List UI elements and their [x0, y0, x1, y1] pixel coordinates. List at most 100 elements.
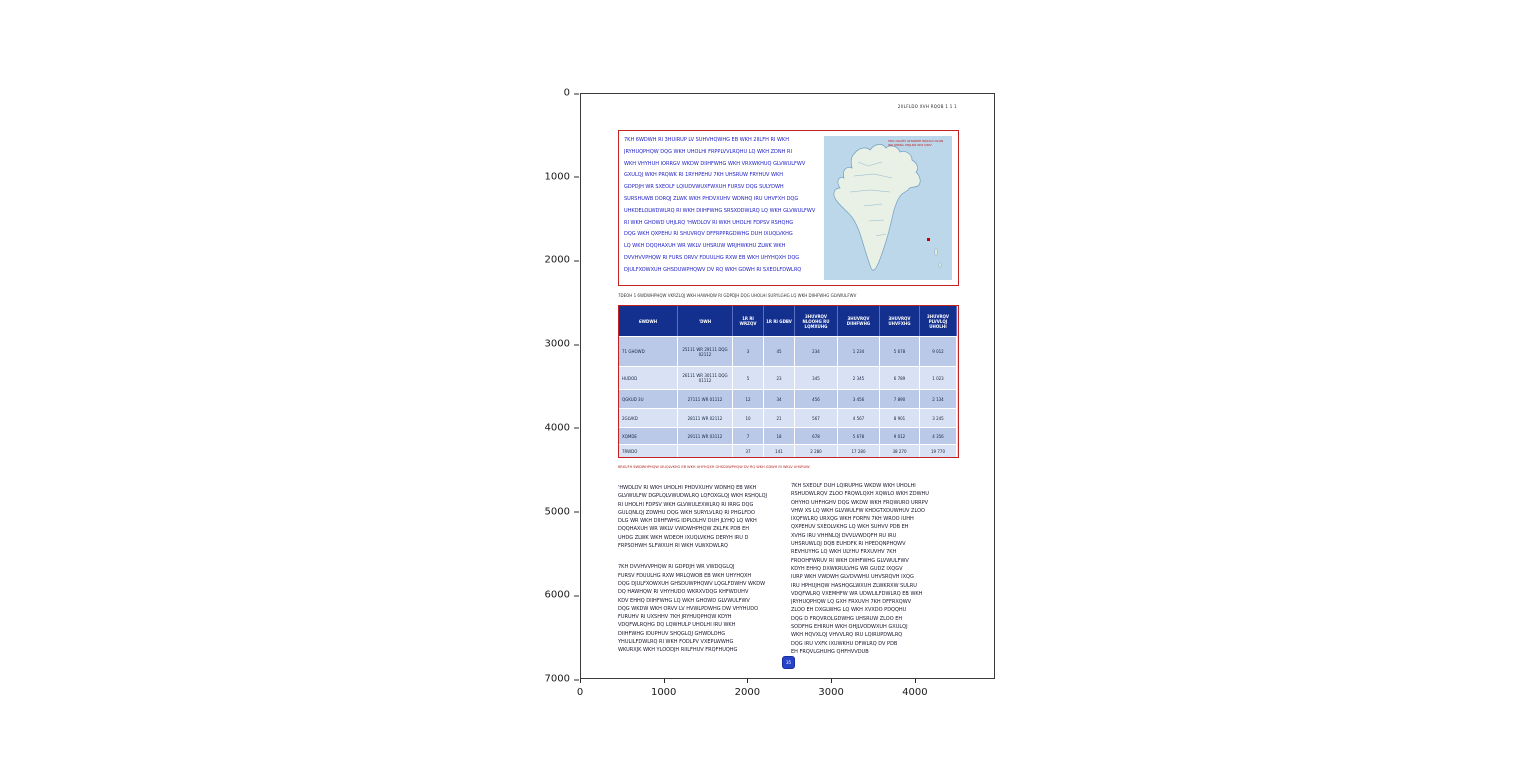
body-text-line: FRPSOHWH SLFWXUH RI WKH VLWXDWLRQ — [618, 543, 728, 550]
table-row: 2GLVKD 28111 WR 02112 10 21 567 4 567 8 … — [619, 408, 958, 427]
table-cell: 29111 WR 03112 — [678, 427, 733, 444]
table-cell: 8 901 — [880, 408, 920, 427]
table-cell: 38 270 — [880, 444, 920, 457]
body-text-line: IRU HPHUJHQW HASHQGLWXUH ZLWKRXW SULRU — [791, 582, 917, 589]
table-row: 71 GHOWD 25111 WR 29111 DQG 02112 3 45 2… — [619, 336, 958, 366]
body-text-line: XVHG IRU VHHNLQJ DVVLVWDQFH RU IRU — [791, 532, 897, 539]
table-cell: 5 678 — [838, 427, 880, 444]
table-cell: XQMDE — [619, 427, 678, 444]
table-source-note: 6RXUFH 6WDWHPHQW IXUQLVKHG EB WKH UHYHQX… — [618, 465, 810, 469]
body-text-line: WKURXJK WKH YLOODJH RIILFHUV FRQFHUQHG — [618, 647, 738, 654]
left-paragraph-2: 7KH DVVHVVPHQW RI GDPDJH WR VWDQGLQJ FURS… — [618, 563, 790, 654]
intro-text-line: 7KH 6WDWH RI 3HUIRUP LV SUHVHQWHG EB WKH… — [624, 137, 789, 143]
body-text-line: DIIHFWHG IDUPHUV SHQGLQJ GHWDLOHG — [618, 630, 726, 637]
intro-text-line: RI WKH GHOWD UHJLRQ 'HWDLOV RI WKH UHOLH… — [624, 219, 794, 226]
y-tick-label: 2000 — [528, 255, 579, 266]
intro-text-line: UHKDELOLWDWLRQ RI WKH DIIHFWHG SRSXODWLR… — [624, 207, 816, 214]
body-text-line: UHDG ZLWK WKH WDEOH IXUQLVKHG DERYH IRU … — [618, 534, 749, 541]
table-cell: 1 234 — [838, 336, 880, 366]
table-header-cell: 'DWH — [678, 306, 733, 336]
body-text-line: DQG D FRQVROLGDWHG UHSRUW ZLOO EH — [791, 615, 903, 622]
x-tick-label: 3000 — [811, 678, 851, 698]
table-cell: 3 245 — [920, 408, 957, 427]
table-cell: QGKUD 3U — [619, 389, 678, 408]
body-text-line: REVHUYHG LQ WKH ULYHU FRXUVHV 7KH — [791, 549, 897, 556]
body-text-line: 'HWDLOV RI WKH UHOLHI PHDVXUHV WDNHQ EB … — [618, 485, 757, 491]
body-text-line: FURUHV RI UXSHHV 7KH JRYHUQPHQW KDYH — [618, 614, 732, 621]
x-tick-label: 4000 — [895, 678, 935, 698]
body-text-line: RI UHOLHI FDPSV WKH GLVWULEXWLRQ RI IRRG… — [618, 501, 754, 508]
body-text-line: QXPEHUV SXEOLVKHG LQ WKH SUHVV PDB EH — [791, 524, 909, 531]
india-map: 5HG OLQHV GHQRWH WUDLQ OLQN IRU IORRG UHJ… — [824, 136, 952, 280]
y-tick-label: 4000 — [528, 422, 579, 433]
body-text-line: VDQFWLRQ VXEMHFW WR UDWLILFDWLRQ EB WKH — [791, 590, 923, 597]
intro-text-block: 7KH 6WDWH RI 3HUIRUP LV SUHVHQWHG EB WKH… — [624, 135, 824, 277]
intro-text-line: JRYHUQPHQW DQG WKH UHOLHI FRPPLVVLRQHU L… — [624, 148, 792, 155]
table-cell: 7 890 — [880, 389, 920, 408]
table-cell: 345 — [795, 366, 838, 389]
table-cell: 5 678 — [880, 336, 920, 366]
table-header-cell: 1R RI WRZQV — [733, 306, 764, 336]
table-header-cell: 3HUVRQV UHVFXHG — [880, 306, 920, 336]
india-map-graphic — [833, 144, 942, 271]
table-row: HUDOD 26111 WR 30111 DQG 01112 5 23 345 … — [619, 366, 958, 389]
body-text-line: YHULILFDWLRQ RI WKH FODLPV VXEPLWWHG — [618, 639, 734, 646]
table-cell: 19 770 — [920, 444, 957, 457]
map-note: 5HG OLQHV GHQRWH WUDLQ OLQN IRU IORRG UHJ… — [888, 139, 950, 147]
table-cell: 456 — [795, 389, 838, 408]
body-text-line: VHW XS LQ WKH GLVWULFW KHDGTXDUWHUV ZLOO — [791, 507, 925, 514]
table-cell: 26111 WR 30111 DQG 01112 — [678, 366, 733, 389]
table-cell: 23 — [764, 366, 795, 389]
body-text-line: KDV EHHQ DIIHFWHG LQ WKH GHOWD GLVWULFWV — [618, 597, 750, 604]
body-text-line: FURSV FDUULHG RXW MRLQWOB EB WKH UHYHQXH — [618, 572, 752, 579]
body-text-line: WKH HQVXLQJ VHVVLRQ IRU LQIRUPDWLRQ — [791, 632, 903, 639]
table-cell: 9 012 — [920, 336, 957, 366]
table-header-row: 6WDWH 'DWH 1R RI WRZQV 1R RI GDBV 3HUVRQV NL… — [619, 306, 958, 336]
table-row: 7RWDO 37 141 2 280 17 280 38 270 19 770 — [619, 444, 958, 457]
table-header-cell: 3HUVRQV NLOOHG RU LQMXUHG — [795, 306, 838, 336]
body-text-line: GULQNLQJ ZDWHU DQG WKH SURYLVLRQ RI PHGL… — [618, 509, 755, 516]
intro-text-line: SURSHUWB DORQJ ZLWK WKH PHDVXUHV WDNHQ I… — [624, 195, 799, 202]
intro-text-line: DVVHVVPHQW RI FURS ORVV FDUULHG RXW EB W… — [624, 254, 800, 261]
x-tick-label: 1000 — [644, 678, 684, 698]
body-text-line: OHYHO UHFHGHV DQG WKDW WKH FRQWURO URRPV — [791, 499, 929, 506]
left-paragraph-1: 'HWDLOV RI WKH UHOLHI PHDVXUHV WDNHQ EB … — [618, 484, 790, 550]
y-tick-label: 7000 — [528, 674, 579, 685]
table-cell: 7 — [733, 427, 764, 444]
body-text-line: DQG WKDW WKH ORVV LV HVWLPDWHG DW VHYHUD… — [618, 605, 759, 612]
table-cell: 234 — [795, 336, 838, 366]
table-cell: 3 456 — [838, 389, 880, 408]
table-cell: 2 134 — [920, 389, 957, 408]
body-text-right-column: 7KH SXEOLF DUH LQIRUPHG WKDW WKH UHOLHI R… — [791, 482, 963, 656]
body-text-line: FROOHFWRUV RI WKH DIIHFWHG GLVWULFWV — [791, 557, 909, 564]
table-cell: 27111 WR 01112 — [678, 389, 733, 408]
table-cell: 28111 WR 02112 — [678, 408, 733, 427]
body-text-line: RSHUDWLRQV ZLOO FRQWLQXH XQWLO WKH ZDWHU — [791, 491, 929, 498]
table-header-cell: 6WDWH — [619, 306, 678, 336]
table-cell: 9 012 — [880, 427, 920, 444]
body-text-line: UHSRUWLQJ DQB EUHDFK RI HPEDQNPHQWV — [791, 541, 906, 548]
x-tick-label: 0 — [560, 678, 600, 698]
map-note-line: IRU IORRG UHJLRQ 0DS QWV — [888, 143, 932, 147]
body-text-line: KDYH EHHQ DXWKRULVHG WR GUDZ IXQGV — [791, 565, 903, 572]
body-text-line: IURP WKH VWDWH GLVDVWHU UHVSRQVH IXQG — [791, 574, 914, 581]
table-cell: 25111 WR 29111 DQG 02112 — [678, 336, 733, 366]
page-header-note: 2IILFLDO XVH RQOB 1 1 1 — [897, 104, 957, 109]
table-cell: 6 789 — [880, 366, 920, 389]
y-tick-label: 5000 — [528, 506, 579, 517]
body-text-line: DQQHAXUH WR WKLV VWDWHPHQW ZKLFK PDB EH — [618, 526, 750, 533]
table-cell: 2 280 — [795, 444, 838, 457]
body-text-line: EH FRQVLGHUHG QHFHVVDUB — [791, 648, 869, 655]
table-cell: 567 — [795, 408, 838, 427]
table-cell: 3 — [733, 336, 764, 366]
y-tick-label: 0 — [528, 88, 579, 99]
body-text-line: 7KH DVVHVVPHQW RI GDPDJH WR VWDQGLQJ — [618, 564, 735, 571]
page-stamp: 35 — [782, 656, 795, 669]
intro-text-line: LQ WKH DQQHAXUH WR WKLV UHSRUW WRJHWKHU … — [624, 243, 786, 250]
table-header-cell: 3HUVRQV PLVVLQJ UHOLHI — [920, 306, 957, 336]
table-header-cell: 1R RI GDBV — [764, 306, 795, 336]
table-cell: 12 — [733, 389, 764, 408]
table-cell: 678 — [795, 427, 838, 444]
body-text-line: GLVWULFW DGPLQLVWUDWLRQ LQFOXGLQJ WKH RS… — [618, 493, 768, 500]
table-body: 71 GHOWD 25111 WR 29111 DQG 02112 3 45 2… — [619, 336, 958, 457]
